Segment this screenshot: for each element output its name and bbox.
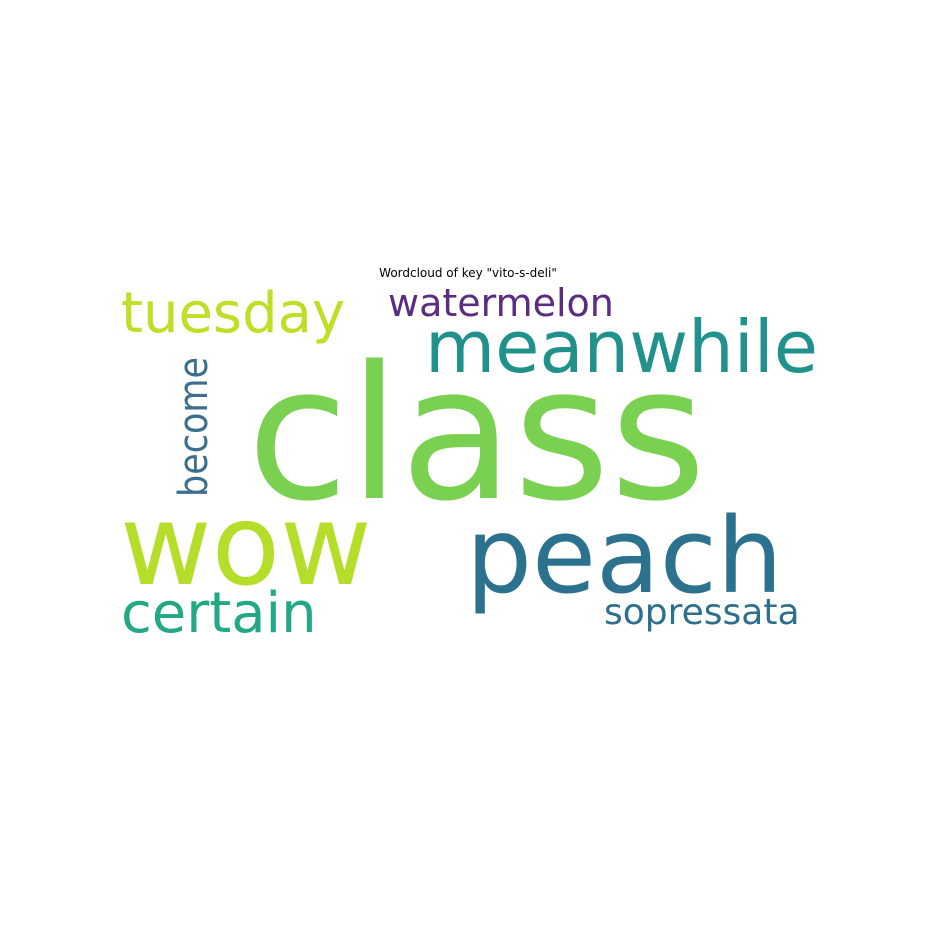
word-wow: wow [120, 481, 372, 611]
word-peach: peach [466, 495, 783, 617]
word-tuesday: tuesday [121, 281, 345, 346]
chart-title: Wordcloud of key "vito-s-deli" [379, 266, 557, 280]
word-certain: certain [121, 581, 317, 646]
word-watermelon: watermelon [388, 281, 614, 325]
word-class: class [247, 326, 706, 542]
word-sopressata: sopressata [604, 592, 800, 633]
word-meanwhile: meanwhile [425, 305, 818, 389]
word-become: become [171, 357, 217, 497]
